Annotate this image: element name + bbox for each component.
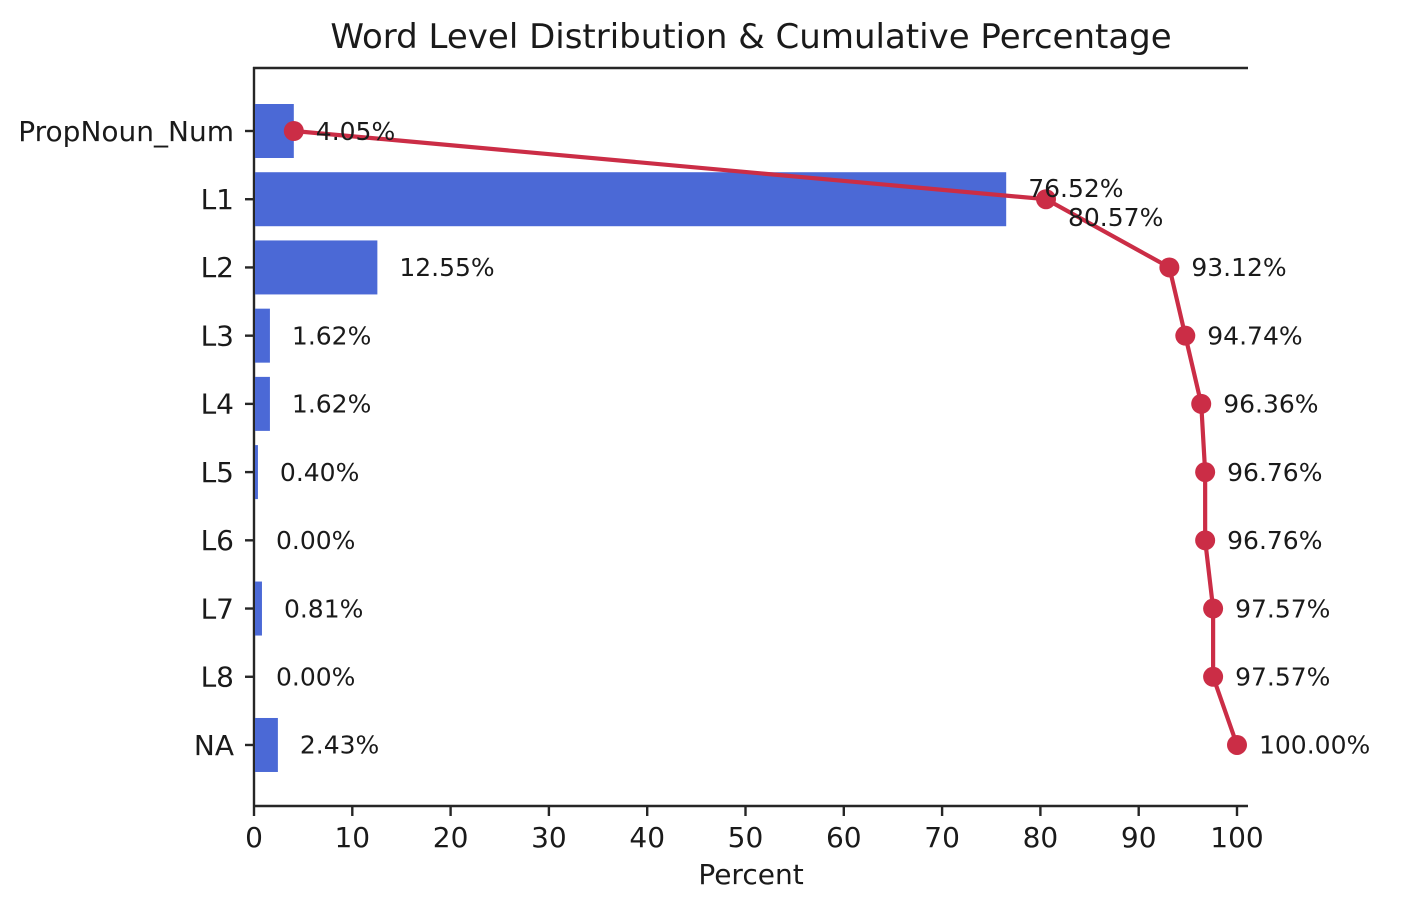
y-category-label: L3 [201, 319, 234, 352]
x-tick-label: 40 [629, 821, 665, 854]
x-tick-label: 80 [1023, 821, 1059, 854]
x-axis-label: Percent [698, 858, 804, 891]
cumulative-value-label: 100.00% [1259, 731, 1370, 760]
bar-value-label: 0.00% [276, 663, 355, 692]
cumulative-marker [283, 121, 304, 141]
cumulative-value-label: 93.12% [1191, 253, 1286, 282]
y-category-label: PropNoun_Num [18, 115, 234, 148]
bar-value-label: 0.00% [276, 526, 355, 555]
x-tick-label: 70 [924, 821, 960, 854]
y-category-label: L5 [201, 456, 234, 489]
bar-value-label: 2.43% [300, 731, 379, 760]
y-category-label: NA [194, 729, 234, 762]
bar-l2 [255, 240, 378, 295]
x-tick-label: 10 [334, 821, 370, 854]
bar-value-label: 76.52% [1028, 174, 1123, 203]
x-tick-label: 60 [826, 821, 862, 854]
y-category-label: L4 [201, 388, 234, 421]
bar-value-label: 12.55% [399, 253, 494, 282]
cumulative-marker [1203, 598, 1224, 619]
bar-value-label: 1.62% [292, 321, 371, 350]
bar-l3 [255, 308, 270, 363]
cumulative-value-label: 97.57% [1235, 663, 1330, 692]
y-category-label: L7 [201, 592, 234, 625]
cumulative-value-label: 80.57% [1068, 203, 1163, 232]
x-tick-label: 30 [531, 821, 567, 854]
cumulative-marker [1159, 257, 1180, 278]
x-tick-label: 50 [728, 821, 764, 854]
y-category-label: L1 [201, 183, 234, 216]
bar-value-label: 4.05% [316, 117, 395, 146]
y-category-label: L8 [201, 661, 234, 694]
bar-l5 [255, 445, 258, 500]
bar-value-label: 0.40% [280, 458, 359, 487]
cumulative-value-label: 96.76% [1227, 526, 1322, 555]
cumulative-marker [1191, 393, 1212, 414]
bar-l1 [255, 172, 1007, 227]
cumulative-marker [1195, 530, 1216, 551]
cumulative-line [293, 128, 1239, 746]
x-tick-label: 20 [433, 821, 469, 854]
cumulative-value-label: 96.36% [1223, 390, 1318, 419]
y-category-label: L2 [201, 251, 234, 284]
chart-title: Word Level Distribution & Cumulative Per… [330, 17, 1172, 57]
cumulative-marker [1195, 462, 1216, 483]
bar-value-label: 0.81% [284, 594, 363, 623]
cumulative-value-label: 94.74% [1207, 321, 1302, 350]
cumulative-marker [1175, 325, 1196, 346]
cumulative-marker [1036, 189, 1057, 210]
y-category-label: L6 [201, 524, 234, 557]
cumulative-marker [1203, 666, 1224, 687]
x-tick-label: 100 [1210, 821, 1263, 854]
bar-l7 [255, 581, 262, 636]
x-tick-label: 0 [245, 821, 263, 854]
bar-na [255, 717, 278, 772]
bar-value-label: 1.62% [292, 390, 371, 419]
cumulative-marker [1227, 734, 1247, 755]
cumulative-value-label: 97.57% [1235, 594, 1330, 623]
cumulative-value-label: 96.76% [1227, 458, 1322, 487]
x-tick-label: 90 [1121, 821, 1157, 854]
bar-l4 [255, 376, 270, 431]
